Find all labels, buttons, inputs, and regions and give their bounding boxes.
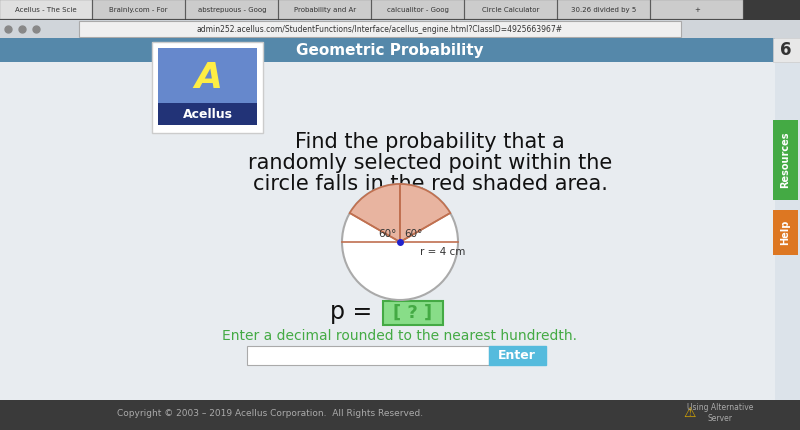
Text: r = 4 cm: r = 4 cm xyxy=(420,247,466,257)
FancyBboxPatch shape xyxy=(773,120,798,200)
Text: admin252.acellus.com/StudentFunctions/Interface/acellus_engine.html?ClassID=4925: admin252.acellus.com/StudentFunctions/In… xyxy=(197,25,563,34)
FancyBboxPatch shape xyxy=(773,210,798,255)
Text: Using Alternative
Server: Using Alternative Server xyxy=(687,403,753,423)
FancyBboxPatch shape xyxy=(0,20,800,38)
Text: Probability and Ar: Probability and Ar xyxy=(294,7,356,13)
Text: Enter: Enter xyxy=(498,349,536,362)
FancyBboxPatch shape xyxy=(158,103,257,125)
FancyBboxPatch shape xyxy=(383,301,443,325)
Text: Brainly.com - For: Brainly.com - For xyxy=(109,7,170,13)
Text: Help: Help xyxy=(780,219,790,245)
FancyBboxPatch shape xyxy=(247,346,489,365)
Text: [ ? ]: [ ? ] xyxy=(394,304,433,322)
FancyBboxPatch shape xyxy=(558,0,650,19)
FancyBboxPatch shape xyxy=(773,38,800,62)
Text: abstrepuous - Goog: abstrepuous - Goog xyxy=(198,7,266,13)
FancyBboxPatch shape xyxy=(0,62,775,417)
Text: Acellus - The Scie: Acellus - The Scie xyxy=(15,7,77,13)
Text: 6: 6 xyxy=(780,41,792,59)
FancyBboxPatch shape xyxy=(158,48,257,103)
FancyBboxPatch shape xyxy=(0,0,92,19)
Text: 30.26 divided by 5: 30.26 divided by 5 xyxy=(571,7,637,13)
Text: ⚠: ⚠ xyxy=(684,406,696,420)
Text: Circle Calculator: Circle Calculator xyxy=(482,7,540,13)
Wedge shape xyxy=(350,184,400,242)
Text: A: A xyxy=(194,61,222,95)
FancyBboxPatch shape xyxy=(152,42,263,133)
Text: Copyright © 2003 – 2019 Acellus Corporation.  All Rights Reserved.: Copyright © 2003 – 2019 Acellus Corporat… xyxy=(117,408,423,418)
Text: Enter a decimal rounded to the nearest hundredth.: Enter a decimal rounded to the nearest h… xyxy=(222,329,578,343)
FancyBboxPatch shape xyxy=(0,38,775,62)
Text: randomly selected point within the: randomly selected point within the xyxy=(248,153,612,173)
FancyBboxPatch shape xyxy=(489,346,546,365)
FancyBboxPatch shape xyxy=(651,0,743,19)
FancyBboxPatch shape xyxy=(372,0,464,19)
Text: Acellus: Acellus xyxy=(183,108,233,120)
Text: Geometric Probability: Geometric Probability xyxy=(296,43,484,58)
Circle shape xyxy=(342,184,458,300)
Text: circle falls in the red shaded area.: circle falls in the red shaded area. xyxy=(253,174,607,194)
Text: calcualitor - Goog: calcualitor - Goog xyxy=(387,7,449,13)
FancyBboxPatch shape xyxy=(0,0,800,20)
Text: Find the probability that a: Find the probability that a xyxy=(295,132,565,152)
FancyBboxPatch shape xyxy=(0,400,800,430)
Text: 60°: 60° xyxy=(378,229,396,239)
Wedge shape xyxy=(400,184,450,242)
Text: 60°: 60° xyxy=(404,229,422,239)
FancyBboxPatch shape xyxy=(186,0,278,19)
FancyBboxPatch shape xyxy=(465,0,557,19)
Text: Resources: Resources xyxy=(780,132,790,188)
Text: p =: p = xyxy=(330,300,380,324)
Text: +: + xyxy=(694,7,700,13)
FancyBboxPatch shape xyxy=(93,0,185,19)
FancyBboxPatch shape xyxy=(279,0,371,19)
FancyBboxPatch shape xyxy=(79,21,681,37)
